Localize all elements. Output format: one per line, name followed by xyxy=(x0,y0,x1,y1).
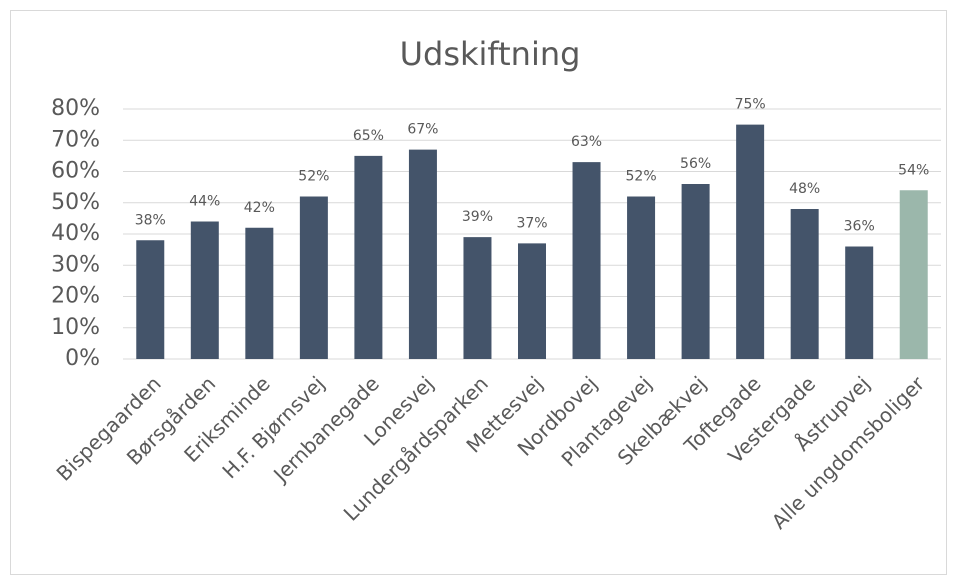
bar xyxy=(299,196,328,359)
bar xyxy=(899,190,928,359)
bar xyxy=(736,124,765,359)
y-tick-label: 70% xyxy=(51,127,100,152)
data-label: 48% xyxy=(789,181,820,197)
bar xyxy=(790,209,819,359)
data-label: 44% xyxy=(189,194,220,210)
y-tick-label: 30% xyxy=(51,252,100,277)
y-tick-label: 20% xyxy=(51,284,100,309)
data-label: 65% xyxy=(353,128,384,144)
bar xyxy=(681,184,710,359)
y-tick-label: 10% xyxy=(51,315,100,340)
y-tick-label: 60% xyxy=(51,159,100,184)
data-label: 37% xyxy=(516,215,547,231)
y-tick-label: 40% xyxy=(51,221,100,246)
bar xyxy=(245,227,274,359)
bar xyxy=(190,221,219,359)
data-label: 75% xyxy=(735,97,766,113)
data-label: 39% xyxy=(462,209,493,225)
chart-title: Udskiftning xyxy=(400,35,581,73)
bar xyxy=(845,246,874,359)
y-tick-label: 80% xyxy=(51,96,100,121)
data-label: 42% xyxy=(244,200,275,216)
y-tick-label: 50% xyxy=(51,190,100,215)
data-label: 67% xyxy=(407,122,438,138)
bar xyxy=(572,162,601,359)
bar xyxy=(136,240,165,359)
data-label: 52% xyxy=(626,169,657,185)
data-label: 38% xyxy=(135,212,166,228)
bar xyxy=(408,149,437,359)
data-label: 54% xyxy=(898,162,929,178)
y-tick-label: 0% xyxy=(65,346,100,371)
data-label: 52% xyxy=(298,169,329,185)
data-label: 36% xyxy=(844,219,875,235)
bar xyxy=(463,237,492,359)
data-label: 63% xyxy=(571,134,602,150)
bar xyxy=(627,196,656,359)
bar xyxy=(354,155,383,359)
data-label: 56% xyxy=(680,156,711,172)
bar xyxy=(518,243,546,359)
